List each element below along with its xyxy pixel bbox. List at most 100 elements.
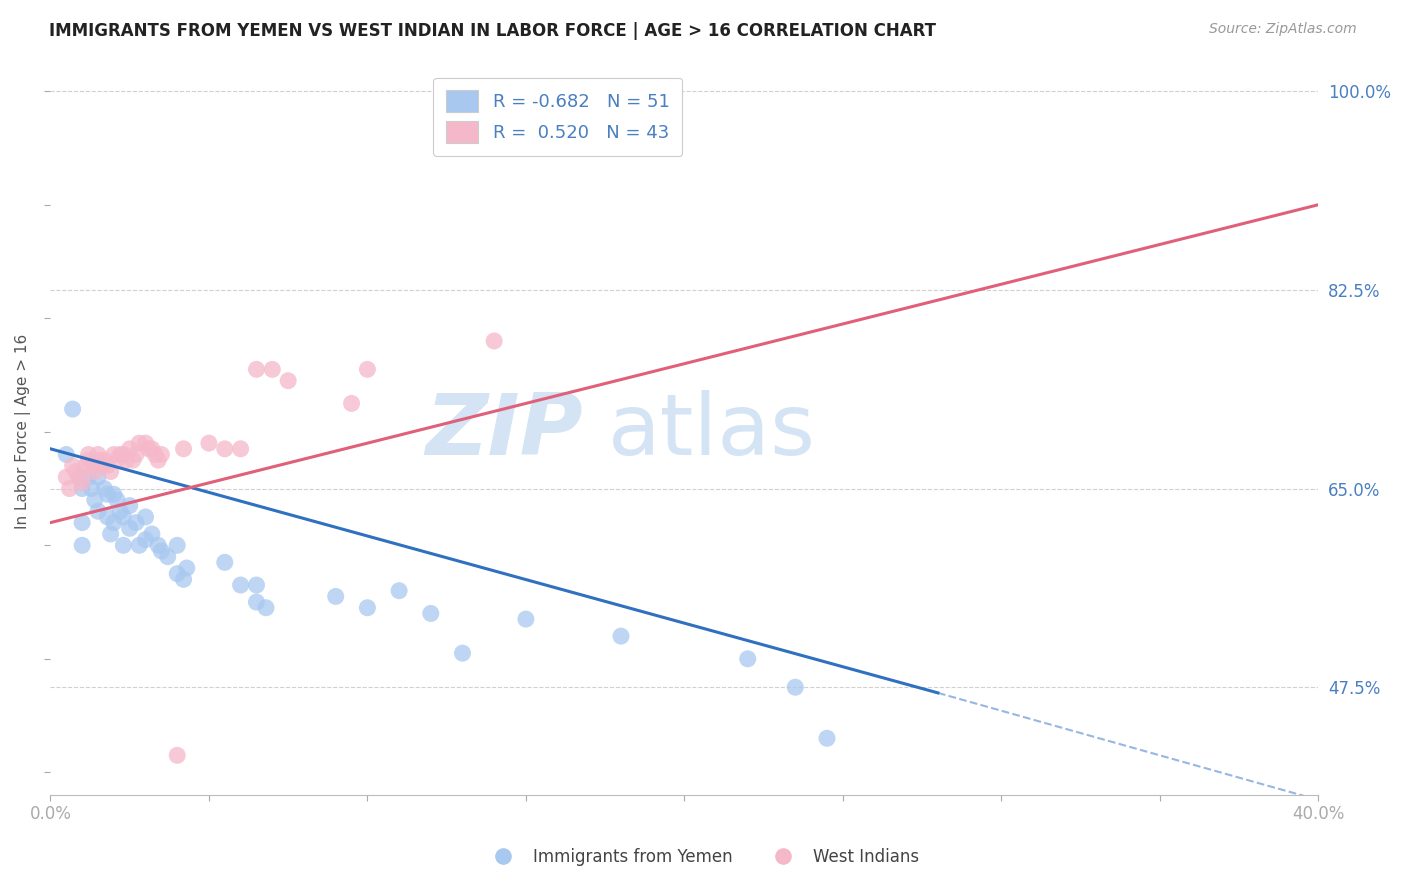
Point	[245, 595, 267, 609]
Point	[148, 453, 170, 467]
Point	[143, 448, 166, 462]
Text: ZIP: ZIP	[425, 391, 583, 474]
Point	[108, 504, 131, 518]
Point	[166, 538, 188, 552]
Text: IMMIGRANTS FROM YEMEN VS WEST INDIAN IN LABOR FORCE | AGE > 16 CORRELATION CHART: IMMIGRANTS FROM YEMEN VS WEST INDIAN IN …	[49, 22, 936, 40]
Point	[737, 652, 759, 666]
Point	[100, 527, 122, 541]
Point	[96, 487, 118, 501]
Point	[150, 448, 173, 462]
Point	[103, 516, 125, 530]
Point	[229, 578, 252, 592]
Point	[482, 334, 505, 348]
Point	[55, 470, 77, 484]
Point	[141, 442, 163, 456]
Point	[67, 470, 90, 484]
Point	[128, 538, 150, 552]
Y-axis label: In Labor Force | Age > 16: In Labor Force | Age > 16	[15, 334, 31, 530]
Point	[148, 538, 170, 552]
Point	[388, 583, 411, 598]
Point	[67, 470, 90, 484]
Point	[112, 510, 135, 524]
Legend: R = -0.682   N = 51, R =  0.520   N = 43: R = -0.682 N = 51, R = 0.520 N = 43	[433, 78, 682, 156]
Point	[77, 470, 100, 484]
Point	[128, 436, 150, 450]
Legend: Immigrants from Yemen, West Indians: Immigrants from Yemen, West Indians	[479, 842, 927, 873]
Point	[80, 458, 103, 473]
Point	[135, 533, 157, 547]
Point	[173, 573, 195, 587]
Point	[96, 510, 118, 524]
Point	[419, 607, 441, 621]
Point	[245, 362, 267, 376]
Point	[77, 453, 100, 467]
Point	[156, 549, 179, 564]
Point	[125, 448, 148, 462]
Point	[83, 465, 105, 479]
Point	[815, 731, 838, 746]
Point	[277, 374, 299, 388]
Point	[125, 516, 148, 530]
Point	[87, 448, 110, 462]
Point	[198, 436, 221, 450]
Point	[166, 566, 188, 581]
Point	[83, 492, 105, 507]
Point	[62, 458, 84, 473]
Point	[55, 448, 77, 462]
Point	[70, 516, 93, 530]
Point	[70, 538, 93, 552]
Point	[610, 629, 633, 643]
Point	[105, 492, 128, 507]
Point	[70, 475, 93, 490]
Point	[785, 680, 807, 694]
Point	[87, 504, 110, 518]
Point	[93, 453, 115, 467]
Point	[176, 561, 198, 575]
Point	[77, 448, 100, 462]
Point	[135, 436, 157, 450]
Point	[121, 453, 143, 467]
Point	[100, 465, 122, 479]
Point	[87, 453, 110, 467]
Point	[118, 442, 141, 456]
Point	[112, 448, 135, 462]
Point	[356, 600, 378, 615]
Point	[70, 482, 93, 496]
Text: Source: ZipAtlas.com: Source: ZipAtlas.com	[1209, 22, 1357, 37]
Point	[138, 442, 160, 456]
Point	[356, 362, 378, 376]
Point	[150, 544, 173, 558]
Point	[108, 448, 131, 462]
Point	[515, 612, 537, 626]
Point	[245, 578, 267, 592]
Point	[65, 465, 87, 479]
Point	[173, 442, 195, 456]
Point	[262, 362, 284, 376]
Point	[135, 510, 157, 524]
Point	[214, 442, 236, 456]
Point	[75, 458, 97, 473]
Point	[141, 527, 163, 541]
Point	[214, 555, 236, 569]
Point	[340, 396, 363, 410]
Point	[96, 458, 118, 473]
Point	[229, 442, 252, 456]
Point	[103, 448, 125, 462]
Point	[58, 482, 80, 496]
Point	[80, 482, 103, 496]
Point	[87, 470, 110, 484]
Point	[254, 600, 277, 615]
Point	[118, 499, 141, 513]
Point	[90, 458, 112, 473]
Point	[451, 646, 474, 660]
Point	[166, 748, 188, 763]
Point	[90, 458, 112, 473]
Point	[115, 453, 138, 467]
Point	[325, 590, 347, 604]
Point	[62, 402, 84, 417]
Point	[103, 487, 125, 501]
Point	[118, 521, 141, 535]
Point	[105, 453, 128, 467]
Point	[93, 482, 115, 496]
Text: atlas: atlas	[609, 391, 817, 474]
